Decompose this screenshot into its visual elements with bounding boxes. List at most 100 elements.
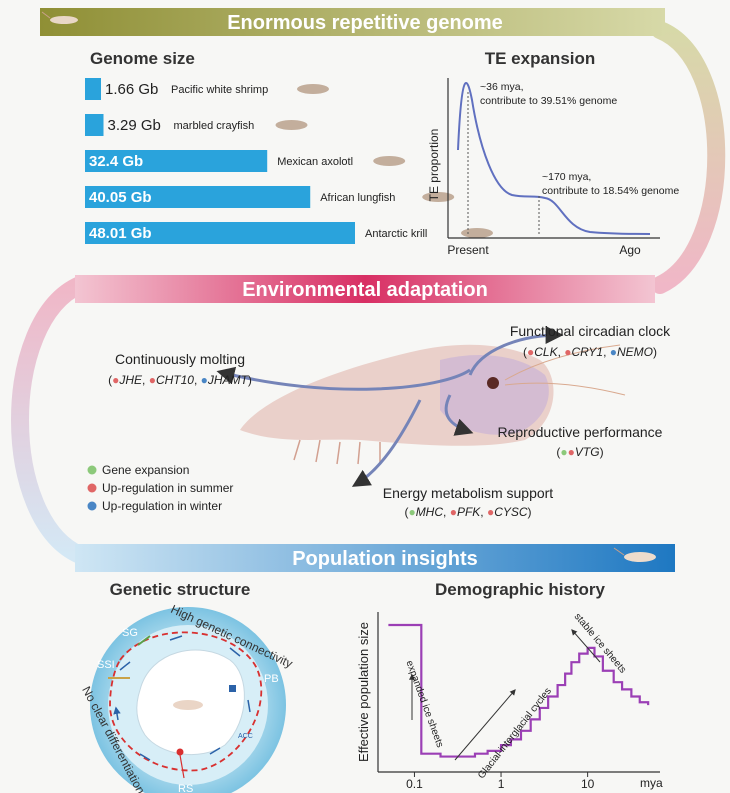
genome-section-title: Enormous repetitive genome	[227, 12, 503, 34]
stable-ice-arrow	[571, 629, 601, 663]
gene-marker-dot: ●	[610, 345, 617, 359]
gene-marker-dot: ●	[487, 505, 494, 519]
genome-species-label: African lungfish	[320, 192, 395, 204]
genome-size-bars: 1.66 Gb Pacific white shrimp 3.29 Gb marble…	[85, 78, 493, 244]
population-section-banner	[75, 544, 675, 572]
gene-marker-dot: ●	[564, 345, 571, 359]
clock-arrow	[468, 326, 564, 376]
genome-section-banner	[40, 8, 665, 36]
population-section-title: Population insights	[292, 548, 478, 570]
rs-marker	[176, 748, 184, 756]
legend-dot-green	[87, 465, 97, 475]
gene-name: NEMO	[617, 345, 653, 359]
gene-list-text: (●MHC, ●PFK, ●CYSC)	[404, 505, 531, 519]
legend-winter: Up-regulation in winter	[102, 499, 222, 513]
stable-ice-label: stable ice sheets	[572, 611, 628, 675]
legend-gene-expansion: Gene expansion	[102, 463, 189, 477]
gene-marker-dot: ●	[450, 505, 457, 519]
gene-name: CLK	[534, 345, 558, 359]
molting-genes: (●JHE, ●CHT10, ●JHAMT)	[108, 373, 252, 387]
molting-arrow	[216, 366, 471, 391]
gene-name: VTG	[575, 445, 600, 459]
pb-marker	[229, 685, 236, 692]
antarctic-map	[90, 607, 286, 793]
region-pb: PB	[264, 673, 279, 685]
genetic-structure-title: Genetic structure	[110, 580, 251, 599]
gene-marker-dot: ●	[527, 345, 534, 359]
adaptation-section-title: Environmental adaptation	[242, 279, 488, 301]
krill-icon	[41, 11, 78, 24]
legend-dot-red	[87, 483, 97, 493]
te-expansion-plot: TE proportion Present Ago ~36 mya, contr…	[427, 78, 679, 257]
repro-title: Reproductive performance	[498, 424, 663, 440]
gene-name: JHE	[118, 373, 143, 387]
te-peak1-age: ~36 mya,	[480, 81, 523, 93]
rs-pointer	[179, 754, 185, 779]
krill-eye	[487, 377, 499, 389]
energy-genes: (●MHC, ●PFK, ●CYSC)	[404, 505, 531, 519]
clock-title: Functional circadian clock	[510, 323, 671, 339]
region-ssi: SSI	[97, 659, 115, 671]
krill-illustration	[240, 344, 626, 465]
demo-tick-label: 0.1	[406, 777, 423, 791]
te-expansion-title: TE expansion	[485, 49, 596, 68]
demo-tick-label: 10	[581, 777, 595, 791]
genome-bar	[85, 78, 101, 100]
repro-genes: (●●VTG)	[556, 445, 603, 459]
gene-marker-dot: ●	[568, 445, 575, 459]
krill-icon	[173, 700, 203, 710]
acc-flow-arrows	[116, 635, 251, 761]
adaptation-arrows	[216, 326, 564, 487]
genome-bar-value: 3.29 Gb	[108, 117, 161, 134]
molting-title: Continuously molting	[115, 351, 245, 367]
gene-name: PFK	[457, 505, 481, 519]
genome-species-label: Mexican axolotl	[277, 156, 353, 168]
te-peak2-contribution: contribute to 18.54% genome	[542, 185, 679, 197]
demo-y-label: Effective population size	[356, 622, 371, 762]
te-curve	[457, 81, 651, 235]
gene-marker-dot: ●	[560, 445, 567, 459]
gene-marker-dot: ●	[149, 373, 156, 387]
genome-bar-value: 1.66 Gb	[105, 81, 158, 98]
legend-dot-blue	[87, 501, 97, 511]
genome-bar	[85, 186, 311, 208]
genome-species-label: Pacific white shrimp	[171, 84, 268, 96]
adaptation-legend: Gene expansion Up-regulation in summer U…	[87, 463, 233, 513]
demo-series-line	[388, 623, 650, 758]
genome-species-label: marbled crayfish	[174, 120, 255, 132]
right-connector-arc	[651, 21, 726, 294]
krill-icon	[613, 547, 656, 562]
gene-list-text: (●JHE, ●CHT10, ●JHAMT)	[108, 373, 252, 387]
species-icon	[373, 156, 406, 166]
expanded-ice-label: expanded ice sheets	[403, 659, 445, 749]
adaptation-section-banner	[75, 275, 655, 303]
region-sg: SG	[122, 627, 138, 639]
genome-bar-value: 40.05 Gb	[89, 189, 152, 206]
species-icon	[297, 84, 329, 94]
gene-name: CRY1	[572, 345, 604, 359]
gene-marker-dot: ●	[201, 373, 208, 387]
sg-marker	[137, 635, 151, 646]
demographic-title: Demographic history	[435, 580, 606, 599]
gene-marker-dot: ●	[112, 373, 119, 387]
demo-x-unit: mya	[640, 776, 663, 790]
left-connector-arc	[11, 276, 89, 564]
gene-name: MHC	[416, 505, 444, 519]
genome-species-label: Antarctic krill	[365, 228, 427, 240]
te-peak2-age: ~170 mya,	[542, 171, 591, 183]
demo-tick-label: 1	[498, 777, 505, 791]
species-icon	[275, 120, 308, 130]
gene-name: JHAMT	[207, 373, 250, 387]
demographic-plot: Effective population size 0.1 1 10 mya exp…	[356, 611, 663, 791]
clock-genes: (●CLK, ●CRY1, ●NEMO)	[523, 345, 657, 359]
species-icon	[461, 228, 493, 238]
energy-title: Energy metabolism support	[383, 485, 554, 501]
glacial-label: Glacial-interglacial cycles	[476, 686, 554, 781]
glacial-arrow	[454, 689, 516, 761]
acc-label: ACC	[238, 733, 253, 740]
gene-marker-dot: ●	[408, 505, 415, 519]
gene-list-text: (●●VTG)	[556, 445, 603, 459]
gene-list-text: (●CLK, ●CRY1, ●NEMO)	[523, 345, 657, 359]
